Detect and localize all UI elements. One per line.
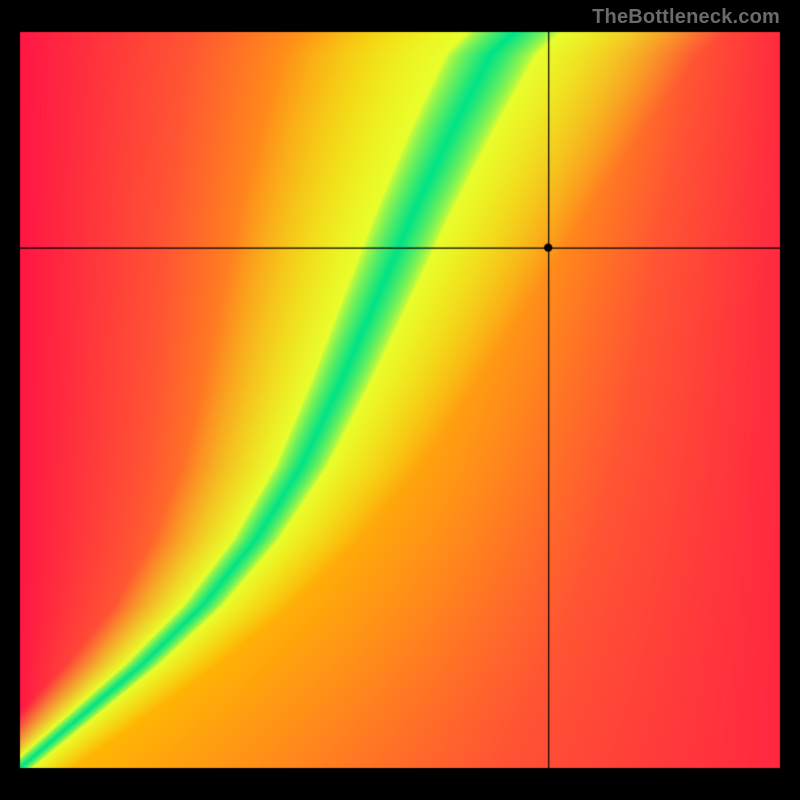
bottleneck-heatmap bbox=[0, 0, 800, 800]
watermark-text: TheBottleneck.com bbox=[592, 6, 780, 29]
chart-container: TheBottleneck.com bbox=[0, 0, 800, 800]
